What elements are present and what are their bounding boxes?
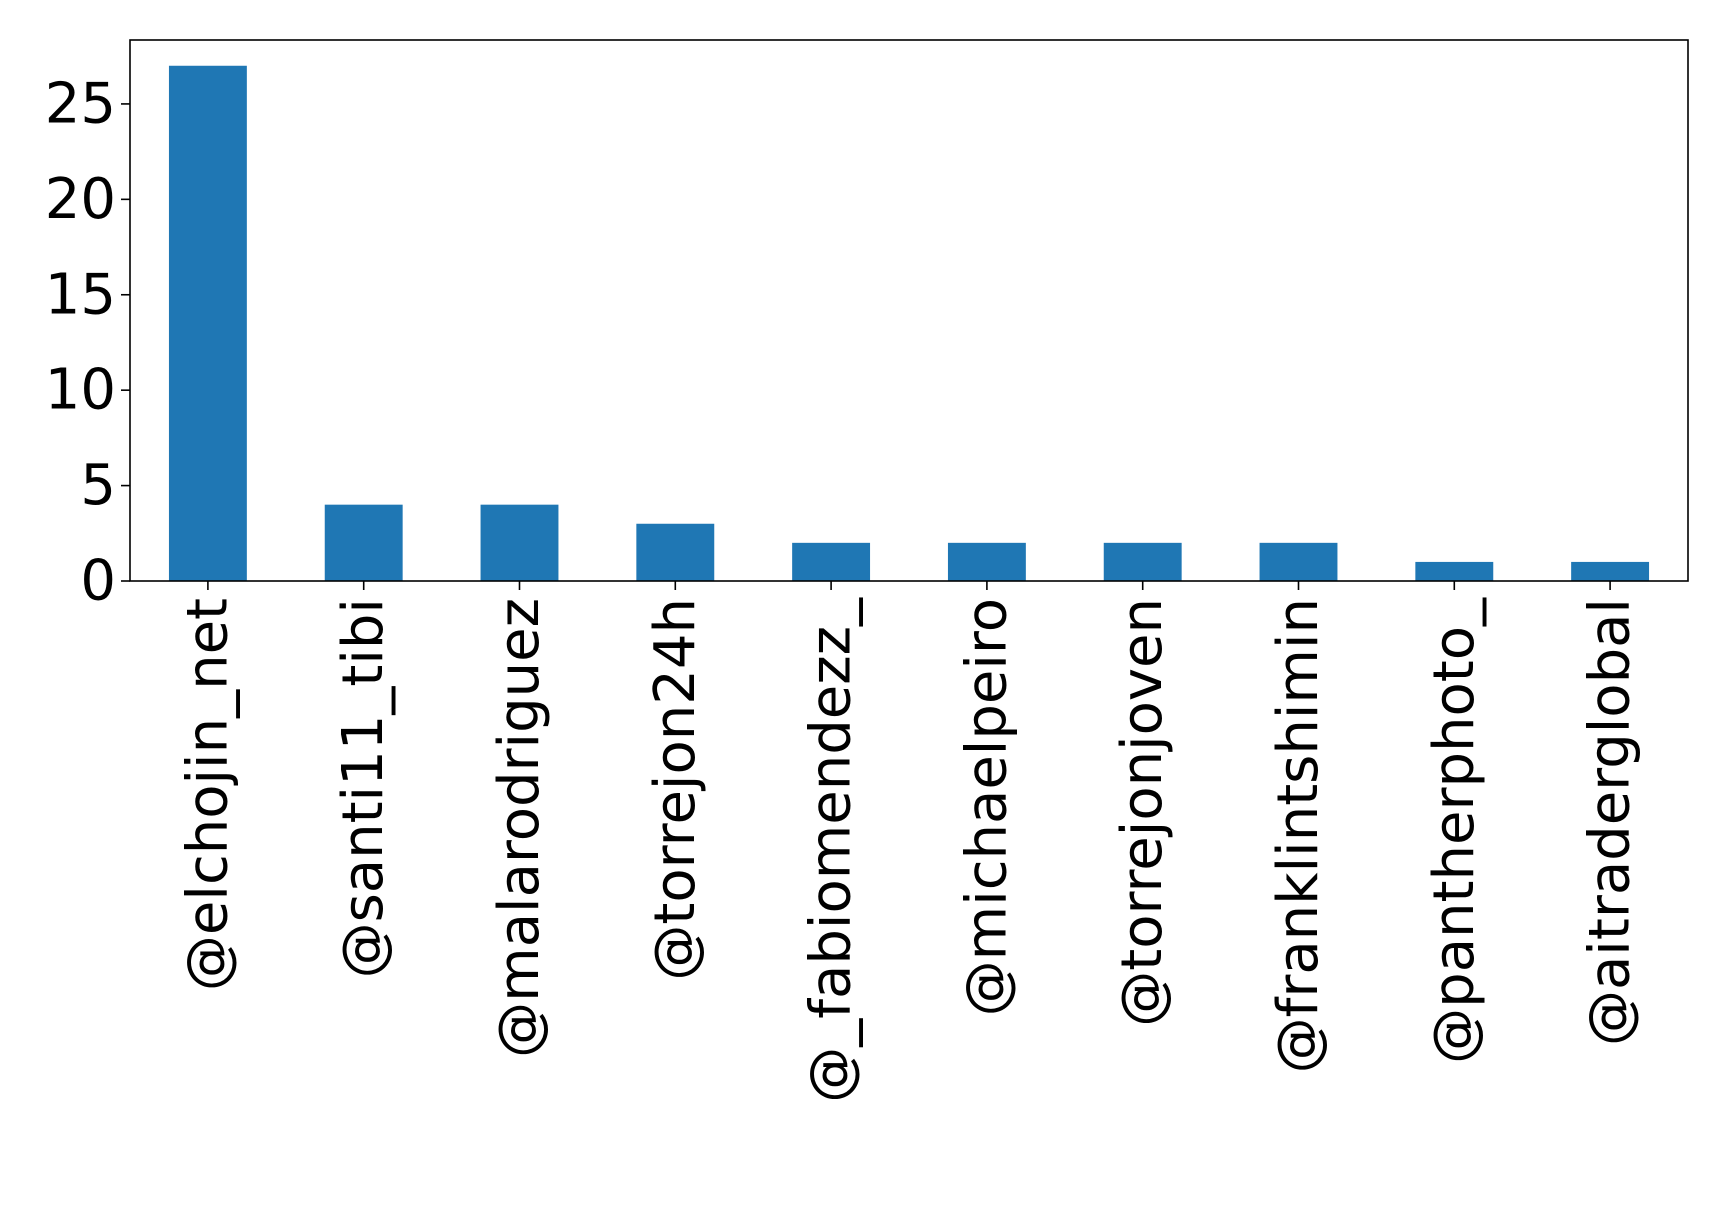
- y-tick-label-4: 20: [45, 167, 116, 232]
- y-tick-label-0: 0: [80, 549, 116, 614]
- bar-6: [1103, 542, 1182, 581]
- bar-9: [1571, 561, 1650, 581]
- bar-1: [324, 504, 403, 581]
- bar-5: [947, 542, 1026, 581]
- x-tick-label-6: @torrejonjoven: [1110, 598, 1175, 1027]
- y-tick-label-3: 15: [45, 262, 116, 327]
- x-tick-label-5: @michaelpeiro: [954, 598, 1019, 1016]
- y-tick-label-5: 25: [45, 71, 116, 136]
- x-tick-label-2: @malarodriguez: [487, 598, 552, 1058]
- x-tick-label-0: @elchojin_net: [175, 598, 240, 991]
- x-tick-label-3: @torrejon24h: [643, 598, 708, 981]
- bar-2: [480, 504, 559, 581]
- x-tick-label-8: @pantherphoto_: [1422, 597, 1487, 1064]
- y-tick-label-2: 10: [45, 358, 116, 423]
- plot-frame: [129, 39, 1689, 582]
- bar-4: [792, 542, 871, 581]
- bar-0: [168, 65, 247, 581]
- x-axis: @elchojin_net @santi11_tibi @malarodriguez…: [175, 581, 1643, 1103]
- bar-8: [1415, 561, 1494, 581]
- x-tick-label-1: @santi11_tibi: [331, 598, 396, 978]
- y-tick-label-1: 5: [80, 453, 116, 518]
- x-tick-label-7: @franklintshimin: [1266, 598, 1331, 1073]
- bar-3: [636, 523, 715, 581]
- bars-group: [168, 65, 1650, 581]
- x-tick-label-9: @aitraderglobal: [1578, 598, 1643, 1046]
- y-axis: 0 5 10 15 20 25: [45, 71, 130, 614]
- bar-7: [1259, 542, 1338, 581]
- x-tick-label-4: @_fabiomendezz_: [799, 597, 864, 1103]
